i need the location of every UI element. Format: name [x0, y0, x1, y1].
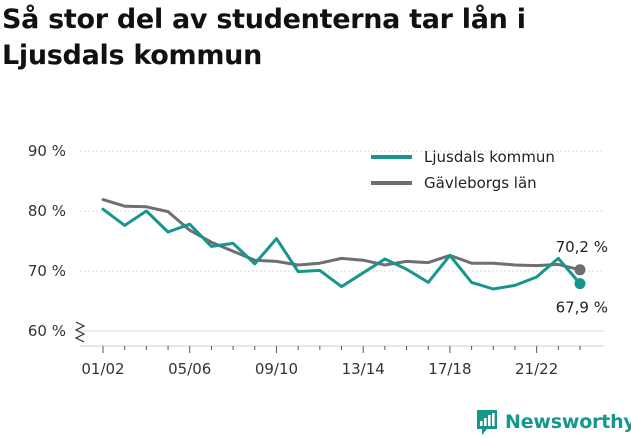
y-tick-label: 90 % [28, 142, 66, 160]
end-value-label: 70,2 % [556, 238, 608, 256]
x-tick-label: 09/10 [255, 360, 298, 378]
x-tick-label: 13/14 [342, 360, 385, 378]
chart-title: Så stor del av studenterna tar lån i Lju… [2, 4, 526, 71]
x-tick-label: 05/06 [168, 360, 211, 378]
x-axis: 01/02 05/06 09/10 13/14 17/18 21/22 [80, 345, 604, 378]
y-tick-label: 70 % [28, 262, 66, 280]
newsworthy-logo-text: Newsworthy [505, 411, 631, 433]
series-line [101, 207, 582, 291]
series-end-point [574, 264, 586, 276]
newsworthy-logo-icon [477, 409, 497, 435]
series-end-point [574, 278, 586, 290]
y-axis: 60 % 70 % 80 % 90 % [28, 142, 86, 343]
x-tick-label: 21/22 [515, 360, 558, 378]
end-value-label: 67,9 % [556, 299, 608, 317]
x-tick-label: 01/02 [81, 360, 124, 378]
series-lines [101, 198, 586, 291]
end-labels: 67,9 % 70,2 % [556, 238, 608, 317]
newsworthy-logo: Newsworthy [475, 407, 631, 437]
gridlines [80, 150, 604, 332]
axis-break-mark [74, 321, 86, 343]
x-tick-label: 17/18 [428, 360, 471, 378]
legend: Ljusdals kommun Gävleborgs län [371, 148, 555, 192]
y-tick-label: 80 % [28, 202, 66, 220]
legend-label: Ljusdals kommun [424, 148, 555, 166]
series-line [101, 198, 582, 272]
legend-label: Gävleborgs län [424, 174, 537, 192]
y-tick-label: 60 % [28, 322, 66, 340]
